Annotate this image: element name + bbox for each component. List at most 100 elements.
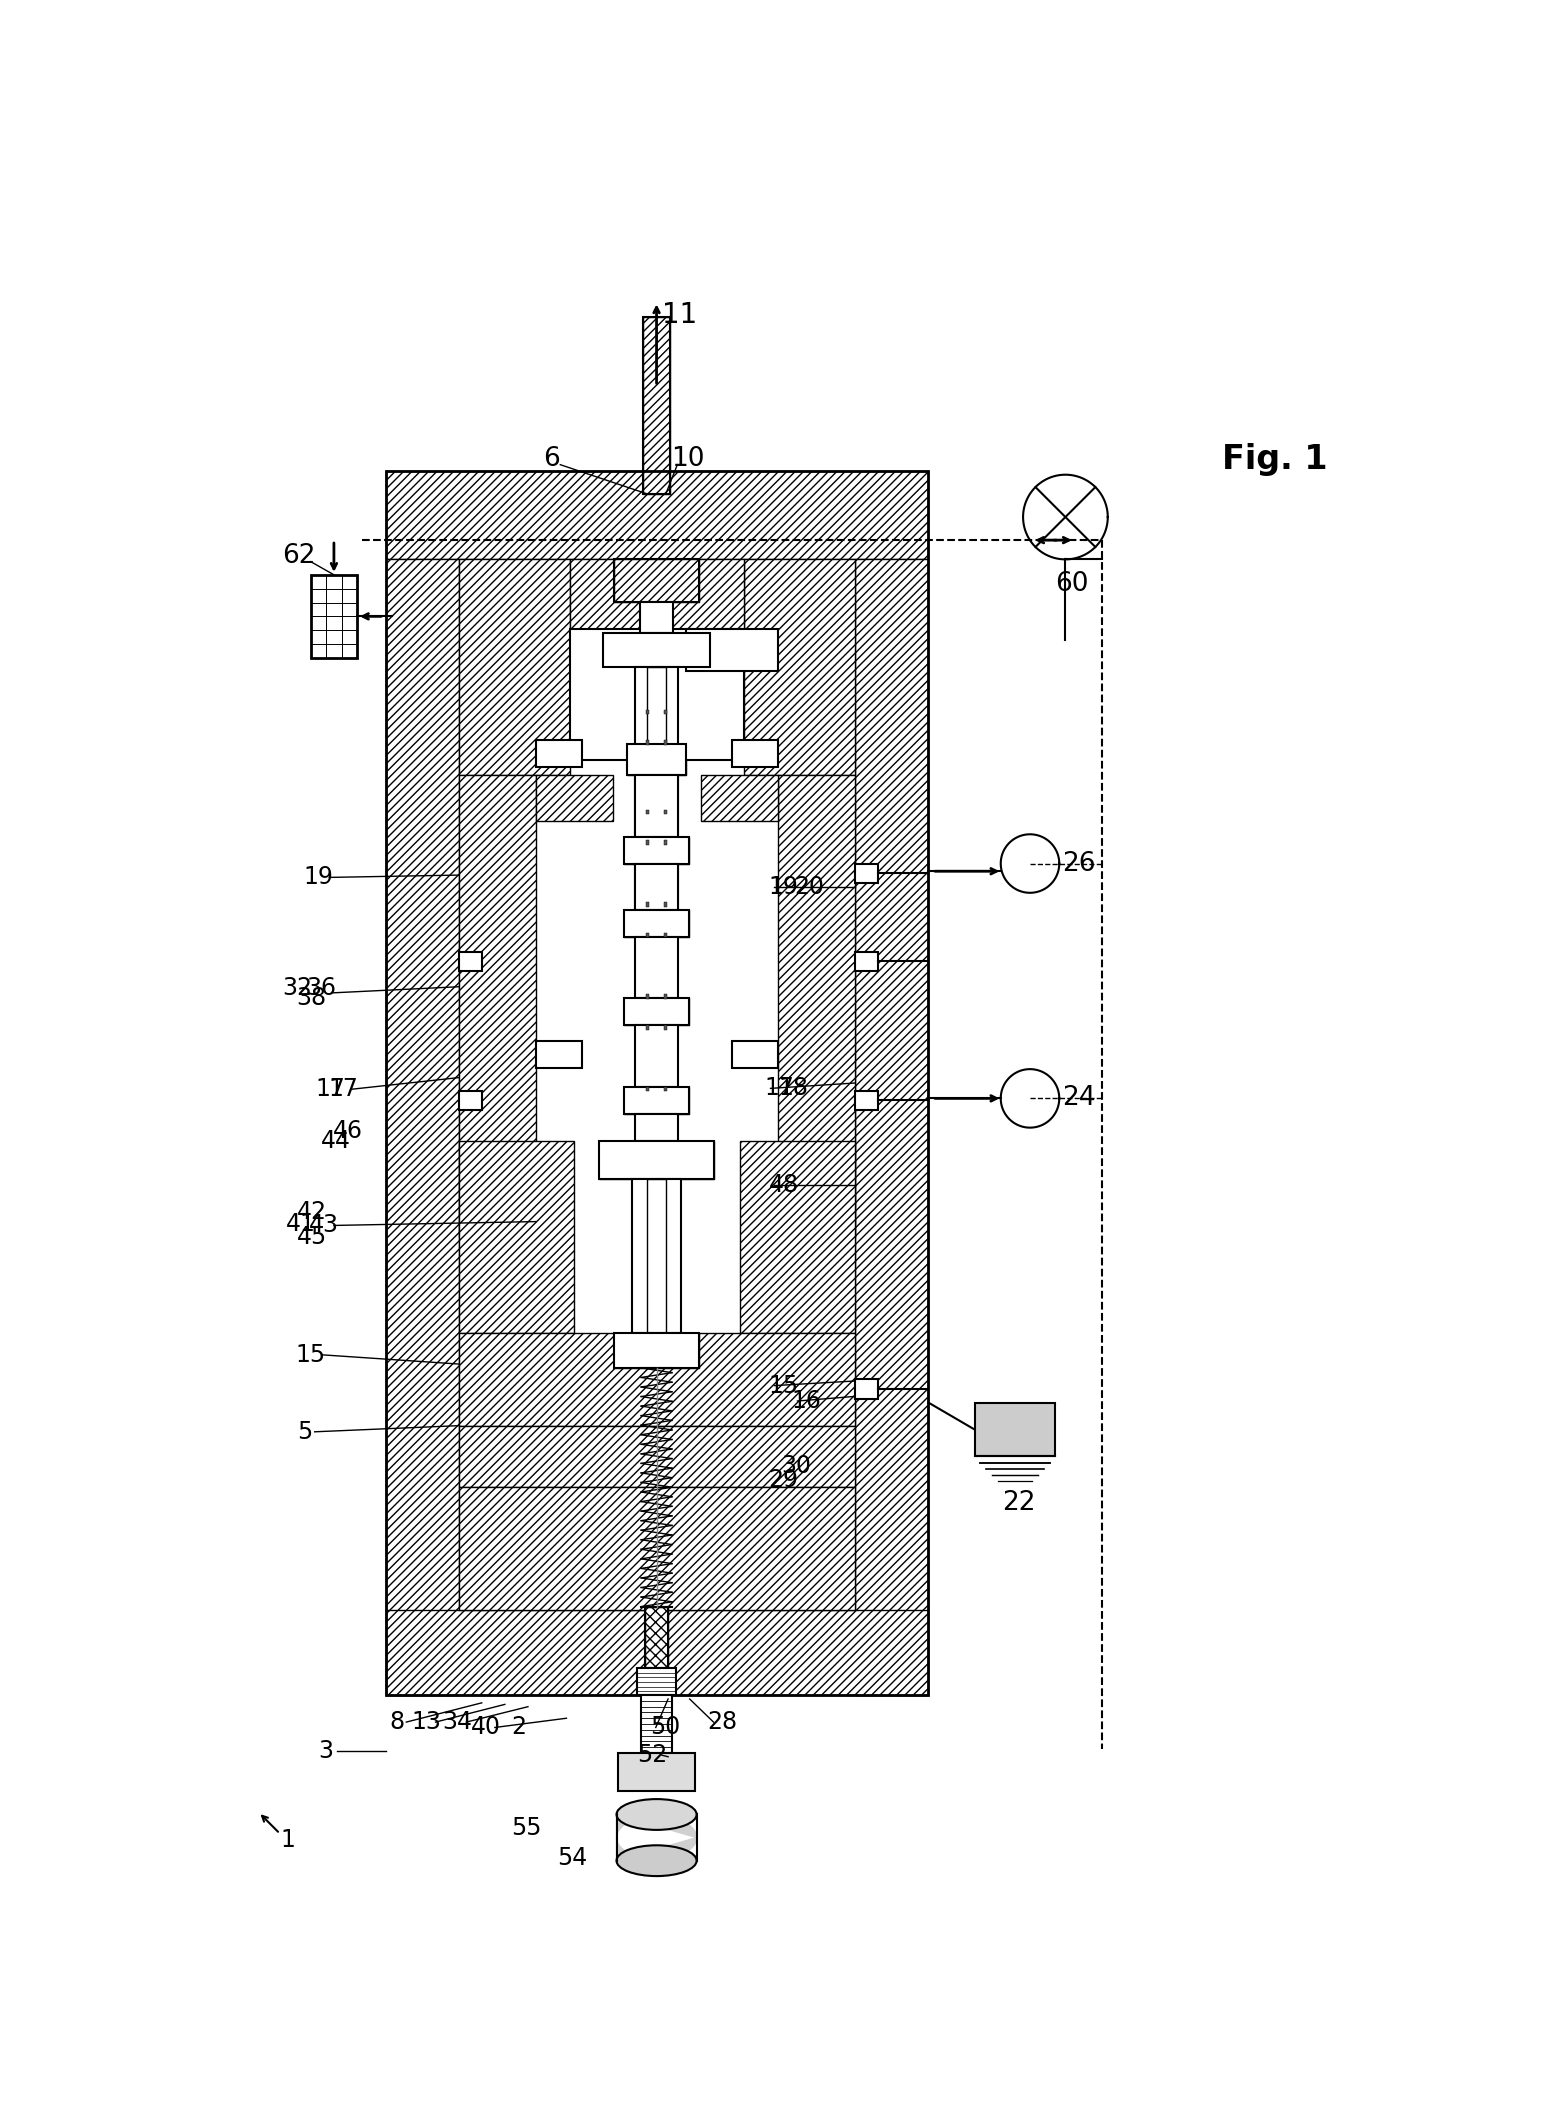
Text: 42: 42	[298, 1200, 327, 1225]
Bar	[635, 668, 678, 929]
Bar	[855, 1091, 879, 1110]
Bar	[664, 740, 667, 744]
Text: 16: 16	[792, 1389, 821, 1412]
Text: 40: 40	[471, 1716, 500, 1740]
Bar	[664, 1025, 667, 1029]
Bar	[459, 1140, 574, 1334]
Bar	[459, 774, 536, 1238]
Bar	[602, 632, 710, 668]
Bar	[627, 744, 686, 774]
Bar	[459, 1091, 482, 1110]
Text: 6: 6	[542, 447, 559, 472]
Bar	[642, 317, 670, 493]
Text: 62: 62	[283, 542, 317, 568]
Text: 24: 24	[1062, 1085, 1095, 1112]
Ellipse shape	[616, 1846, 696, 1876]
Text: 11: 11	[662, 302, 698, 330]
Bar	[855, 953, 879, 972]
Bar	[618, 1753, 695, 1791]
Text: 44: 44	[321, 1129, 350, 1153]
Bar	[386, 1610, 928, 1695]
Bar	[635, 936, 678, 998]
Bar	[624, 998, 689, 1025]
Bar	[459, 559, 570, 774]
Bar	[386, 470, 928, 559]
Bar	[744, 559, 855, 774]
Bar	[645, 1025, 648, 1029]
Bar	[647, 668, 665, 929]
Bar	[536, 740, 582, 768]
Text: 15: 15	[296, 1342, 326, 1368]
Text: 19: 19	[304, 866, 334, 889]
Bar	[459, 1487, 855, 1610]
Bar	[536, 774, 613, 821]
Bar	[664, 1087, 667, 1091]
Bar	[645, 1087, 648, 1091]
Bar	[639, 602, 673, 632]
Text: 20: 20	[794, 874, 824, 898]
Polygon shape	[616, 1814, 696, 1861]
Text: 32: 32	[283, 976, 312, 1000]
Text: 18: 18	[778, 1076, 809, 1100]
Bar	[599, 1140, 715, 1178]
Text: 60: 60	[1055, 570, 1089, 598]
Bar	[599, 1140, 715, 1178]
Text: 30: 30	[781, 1453, 811, 1478]
Bar	[631, 1178, 681, 1334]
Bar	[974, 1402, 1056, 1457]
Text: 54: 54	[557, 1846, 588, 1870]
Bar	[653, 630, 744, 759]
Ellipse shape	[616, 1799, 696, 1829]
Bar	[570, 630, 661, 759]
Bar	[701, 774, 778, 821]
Bar	[615, 1334, 699, 1368]
Bar	[647, 1178, 665, 1334]
Bar	[645, 1606, 669, 1668]
Text: 17: 17	[315, 1076, 344, 1102]
Text: 22: 22	[1002, 1489, 1034, 1517]
Bar	[602, 632, 710, 668]
Text: 43: 43	[309, 1212, 340, 1238]
Text: 36: 36	[307, 976, 337, 1000]
Text: 38: 38	[296, 987, 326, 1010]
Bar	[664, 840, 667, 844]
Bar	[778, 774, 855, 1238]
Text: Fig. 1: Fig. 1	[1223, 442, 1328, 476]
Bar	[624, 910, 689, 936]
Bar	[645, 740, 648, 744]
Bar	[740, 1140, 855, 1334]
Bar	[624, 1087, 689, 1115]
Bar	[664, 995, 667, 1000]
Text: 45: 45	[298, 1225, 327, 1249]
Text: 19: 19	[769, 874, 798, 898]
Bar	[855, 864, 879, 883]
Bar	[386, 559, 459, 1695]
Text: 41: 41	[286, 1212, 315, 1236]
Text: 17: 17	[329, 1076, 358, 1102]
Text: 55: 55	[511, 1816, 542, 1840]
Bar	[624, 910, 689, 936]
Text: 2: 2	[511, 1716, 527, 1740]
Bar	[664, 810, 667, 815]
Bar	[645, 902, 648, 906]
Bar	[624, 1087, 689, 1115]
Bar	[570, 559, 744, 630]
Bar	[664, 710, 667, 715]
Bar	[645, 810, 648, 815]
Bar	[615, 559, 699, 602]
Text: 50: 50	[650, 1716, 681, 1740]
Bar	[635, 864, 678, 910]
Bar	[624, 998, 689, 1025]
Text: 15: 15	[769, 1374, 798, 1397]
Text: 48: 48	[769, 1174, 798, 1198]
Text: 46: 46	[334, 1119, 363, 1144]
Bar	[686, 630, 778, 670]
Bar	[645, 995, 648, 1000]
Bar	[459, 1425, 855, 1487]
Bar	[635, 1025, 678, 1087]
Bar	[647, 1178, 665, 1334]
Bar	[642, 317, 670, 493]
Bar	[645, 840, 648, 844]
Bar	[635, 1115, 678, 1140]
Text: 8: 8	[389, 1710, 405, 1734]
